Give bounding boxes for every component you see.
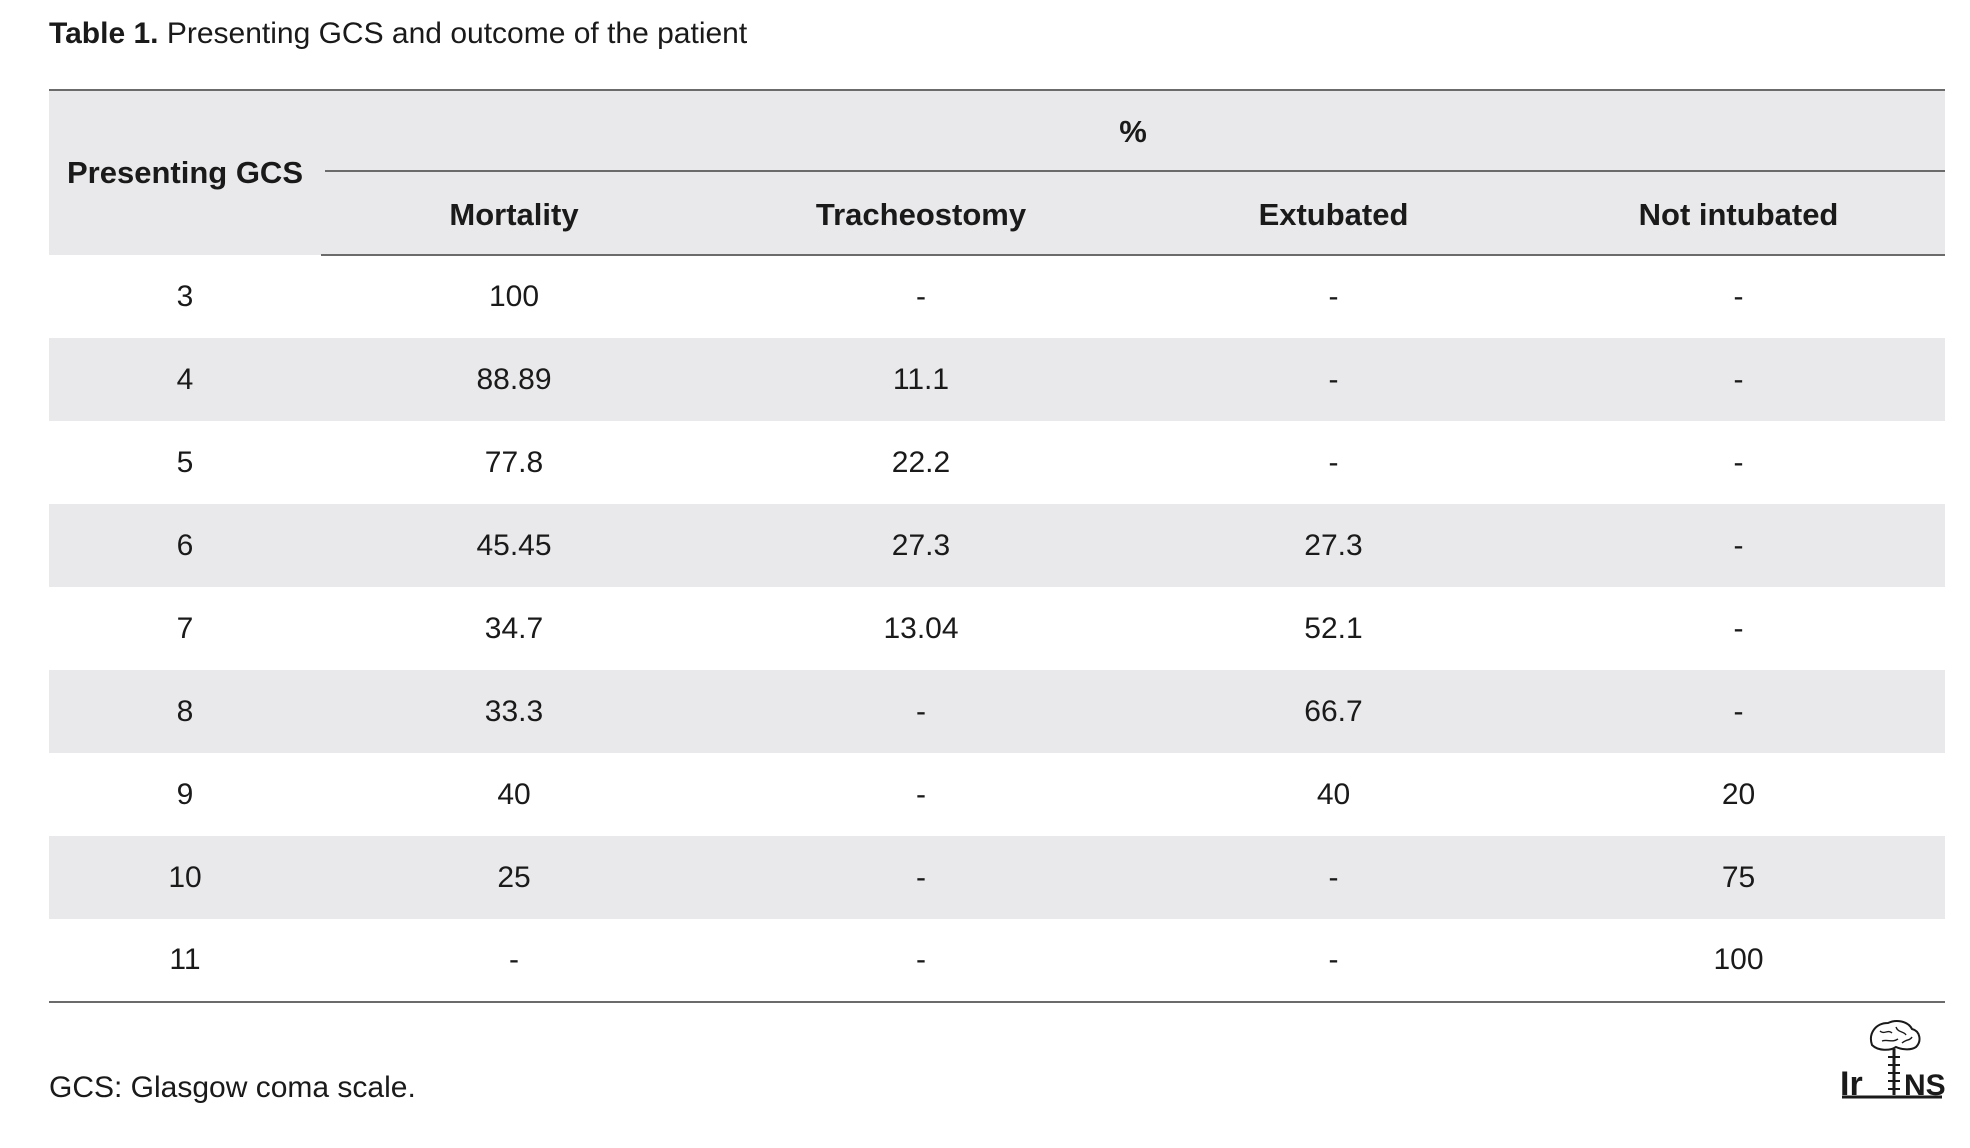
table-row: 6 45.45 27.3 27.3 - xyxy=(49,504,1946,587)
brain-spine-logo-icon: Ir NS xyxy=(1840,1020,1946,1101)
cell-gcs: 10 xyxy=(49,836,321,919)
cell-gcs: 7 xyxy=(176,611,194,645)
table-header-row-columns: Mortality Tracheostomy Extubated Not int… xyxy=(49,172,1946,256)
cell-extubated: - xyxy=(1135,836,1532,919)
percent-group-header: % xyxy=(321,89,1946,173)
cell-tracheostomy: 27.3 xyxy=(707,504,1135,587)
cell-extubated: 66.7 xyxy=(1135,670,1532,753)
table-caption: Table 1. Presenting GCS and outcome of t… xyxy=(49,14,747,54)
cell-mortality: 40 xyxy=(497,777,531,811)
cell-extubated: 27.3 xyxy=(1135,504,1532,587)
cell-not-intubated: - xyxy=(1733,280,1744,313)
cell-mortality: 45.45 xyxy=(321,504,707,587)
journal-logo: Ir NS xyxy=(1838,1017,1946,1101)
cell-gcs: 3 xyxy=(176,279,194,313)
cell-extubated: 40 xyxy=(1316,777,1351,811)
cell-extubated: - xyxy=(1328,445,1339,479)
table-row: 10 25 - - 75 xyxy=(49,836,1946,919)
cell-gcs: 4 xyxy=(49,338,321,421)
cell-tracheostomy: - xyxy=(707,836,1135,919)
cell-mortality: - xyxy=(321,919,707,1003)
table-row: 3 100 - - - xyxy=(49,255,1945,338)
cell-tracheostomy: - xyxy=(707,670,1135,753)
table-caption-label: Table 1. xyxy=(49,17,159,50)
cell-extubated: 52.1 xyxy=(1304,611,1363,645)
cell-not-intubated: 100 xyxy=(1532,919,1946,1003)
table-header: Presenting GCS % Mortality Tracheostomy … xyxy=(49,89,1946,256)
cell-extubated: - xyxy=(1135,338,1532,421)
cell-not-intubated: - xyxy=(1733,445,1744,479)
table-footnote: GCS: Glasgow coma scale. xyxy=(49,1071,416,1104)
column-header-extubated: Extubated xyxy=(1135,172,1532,256)
cell-not-intubated: - xyxy=(1532,338,1946,421)
table-header-row-group: Presenting GCS % xyxy=(49,89,1946,255)
table-row: 8 33.3 - 66.7 - xyxy=(49,670,1946,753)
cell-mortality: 100 xyxy=(488,280,540,313)
column-header-mortality: Mortality xyxy=(321,172,707,256)
table-row: 5 77.8 22.2 - - xyxy=(49,421,1945,504)
table-caption-text: Presenting GCS and outcome of the patien… xyxy=(166,17,748,50)
cell-gcs: 11 xyxy=(49,919,321,1003)
column-header-tracheostomy: Tracheostomy xyxy=(707,172,1135,256)
cell-gcs: 9 xyxy=(176,777,194,811)
table-row: 7 34.7 13.04 52.1 - xyxy=(49,587,1945,670)
table-row: 9 40 - 40 20 xyxy=(49,753,1945,836)
cell-tracheostomy: - xyxy=(707,919,1135,1003)
table-row: 11 - - - 100 xyxy=(49,919,1946,1003)
cell-tracheostomy: 13.04 xyxy=(883,611,959,645)
cell-tracheostomy: 22.2 xyxy=(891,445,951,479)
cell-gcs: 5 xyxy=(176,445,194,479)
cell-extubated: - xyxy=(1328,280,1339,313)
presenting-gcs-header: Presenting GCS xyxy=(49,89,321,255)
cell-not-intubated: - xyxy=(1733,611,1744,645)
cell-mortality: 77.8 xyxy=(484,445,544,479)
cell-not-intubated: 20 xyxy=(1721,777,1756,811)
cell-gcs: 8 xyxy=(49,670,321,753)
cell-extubated: - xyxy=(1135,919,1532,1003)
cell-tracheostomy: 11.1 xyxy=(707,338,1135,421)
table-body: 3 100 - - - 4 88.89 11.1 - - 5 77.8 22.2… xyxy=(49,255,1946,1003)
cell-gcs: 6 xyxy=(49,504,321,587)
logo-letters: Ir xyxy=(1840,1065,1863,1101)
cell-mortality: 25 xyxy=(321,836,707,919)
cell-tracheostomy: - xyxy=(916,777,926,811)
column-header-not-intubated: Not intubated xyxy=(1532,172,1946,256)
cell-mortality: 88.89 xyxy=(321,338,707,421)
outcome-table: Presenting GCS % Mortality Tracheostomy … xyxy=(49,89,1946,1003)
cell-mortality: 33.3 xyxy=(321,670,707,753)
cell-not-intubated: - xyxy=(1532,504,1946,587)
cell-not-intubated: - xyxy=(1532,670,1946,753)
table-row: 4 88.89 11.1 - - xyxy=(49,338,1946,421)
cell-mortality: 34.7 xyxy=(484,611,544,645)
cell-not-intubated: 75 xyxy=(1532,836,1946,919)
cell-tracheostomy: - xyxy=(916,280,926,313)
